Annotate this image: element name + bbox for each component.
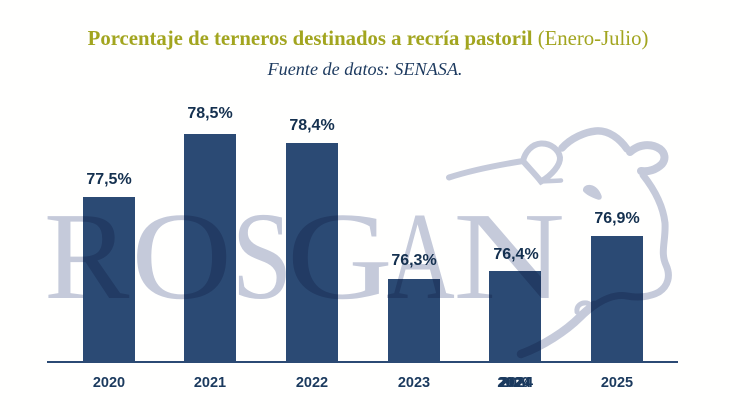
svg-text:R: R	[44, 187, 130, 325]
svg-text:A: A	[386, 188, 455, 327]
svg-text:S: S	[232, 187, 293, 325]
svg-text:O: O	[131, 187, 232, 326]
svg-text:N: N	[453, 186, 565, 325]
svg-text:G: G	[287, 187, 393, 325]
